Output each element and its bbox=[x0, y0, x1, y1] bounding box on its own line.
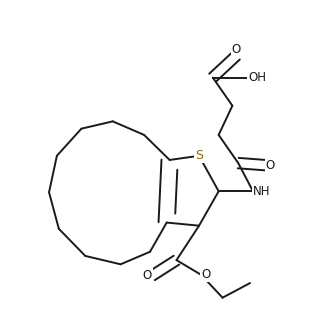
Text: OH: OH bbox=[248, 71, 266, 84]
Text: S: S bbox=[195, 149, 203, 162]
Text: NH: NH bbox=[253, 185, 271, 198]
Text: O: O bbox=[201, 268, 210, 281]
Text: O: O bbox=[266, 159, 275, 172]
Text: O: O bbox=[232, 43, 241, 56]
Text: O: O bbox=[143, 269, 152, 282]
